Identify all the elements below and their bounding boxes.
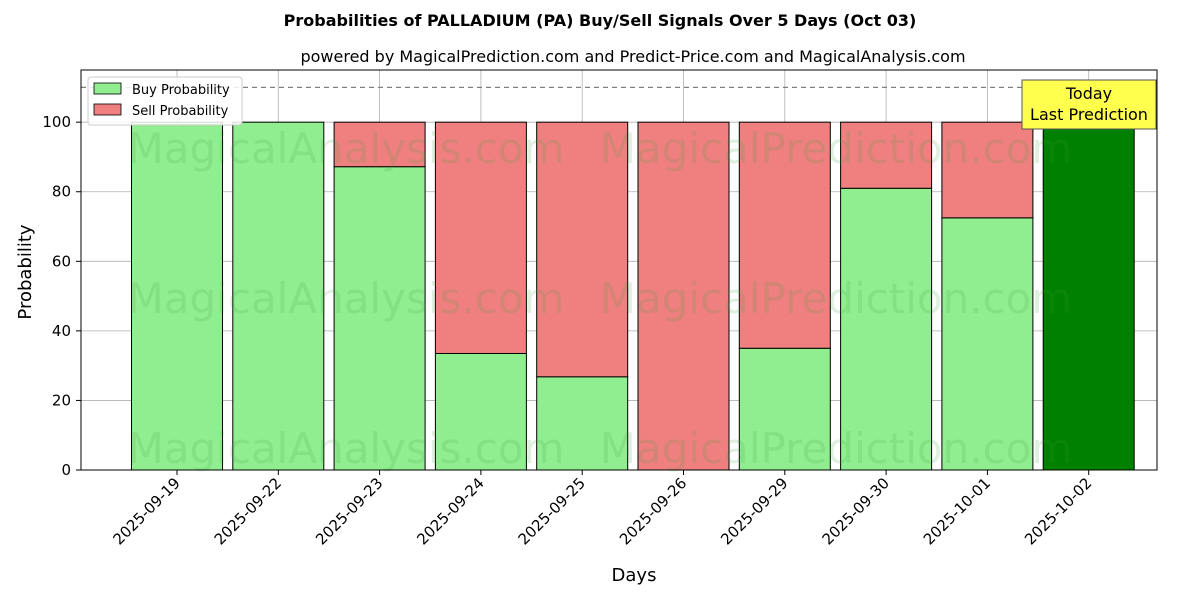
watermark-prediction: MagicalPrediction.com: [600, 424, 1073, 473]
legend-box: [87, 76, 243, 126]
watermark-prediction: MagicalPrediction.com: [600, 124, 1073, 173]
y-tick-label: 100: [42, 113, 71, 131]
bar-buy: [536, 376, 629, 471]
bar-buy: [1042, 121, 1135, 471]
bar-buy: [941, 217, 1034, 471]
y-axis-ticks: 0 20 40 60 80 100: [42, 113, 81, 479]
x-tick-label: 2025-09-24: [413, 474, 487, 548]
x-tick-label: 2025-10-02: [1021, 474, 1095, 548]
x-axis-ticks: 2025-09-19 2025-09-22 2025-09-23 2025-09-24…: [109, 470, 1096, 548]
x-tick-label: 2025-09-22: [211, 474, 285, 548]
today-annotation-line2: Last Prediction: [1030, 105, 1148, 124]
watermark-analysis: MagicalAnalysis.com: [128, 424, 565, 473]
watermark-analysis: MagicalAnalysis.com: [128, 274, 565, 323]
x-tick-label: 2025-09-29: [717, 474, 791, 548]
x-tick-label: 2025-10-01: [920, 474, 994, 548]
bar-sell: [536, 121, 629, 378]
x-tick-label: 2025-09-23: [312, 474, 386, 548]
bar-buy: [840, 187, 933, 471]
x-tick-label: 2025-09-30: [819, 474, 893, 548]
bar-sell: [637, 121, 730, 471]
x-axis-label: Days: [612, 565, 657, 586]
chart-subtitle: powered by MagicalPrediction.com and Pre…: [300, 47, 965, 66]
x-tick-label: 2025-09-19: [109, 474, 183, 548]
bar-sell: [941, 121, 1034, 219]
watermark-analysis: MagicalAnalysis.com: [128, 124, 565, 173]
bars: [131, 121, 1135, 471]
watermarks: MagicalAnalysis.com MagicalPrediction.com…: [128, 124, 1073, 473]
y-axis-label: Probability: [15, 224, 36, 319]
y-tick-label: 80: [52, 183, 71, 201]
today-annotation-box: [1021, 79, 1157, 130]
legend-swatch-sell: [93, 103, 122, 116]
today-annotation-line1: Today: [1065, 84, 1112, 103]
plot-frame: [80, 69, 1158, 471]
bar-sell: [434, 121, 527, 354]
chart-title: Probabilities of PALLADIUM (PA) Buy/Sell…: [284, 11, 917, 30]
bar-buy: [434, 352, 527, 471]
legend-swatch-buy: [93, 82, 122, 95]
watermark-prediction: MagicalPrediction.com: [600, 274, 1073, 323]
y-tick-label: 20: [52, 391, 71, 409]
y-tick-label: 40: [52, 322, 71, 340]
today-annotation: Today Last Prediction: [1021, 79, 1157, 130]
bar-buy: [738, 347, 831, 471]
legend-label-sell: Sell Probability: [132, 104, 229, 119]
y-tick-label: 0: [61, 461, 71, 479]
bar-buy: [131, 121, 223, 471]
x-tick-label: 2025-09-25: [515, 474, 589, 548]
legend-label-buy: Buy Probability: [132, 83, 230, 98]
x-tick-label: 2025-09-26: [616, 474, 690, 548]
legend: Buy Probability Sell Probability: [87, 76, 243, 126]
y-tick-label: 60: [52, 252, 71, 270]
bar-sell: [333, 121, 426, 168]
bar-sell: [840, 121, 933, 189]
bar-sell: [738, 121, 831, 349]
